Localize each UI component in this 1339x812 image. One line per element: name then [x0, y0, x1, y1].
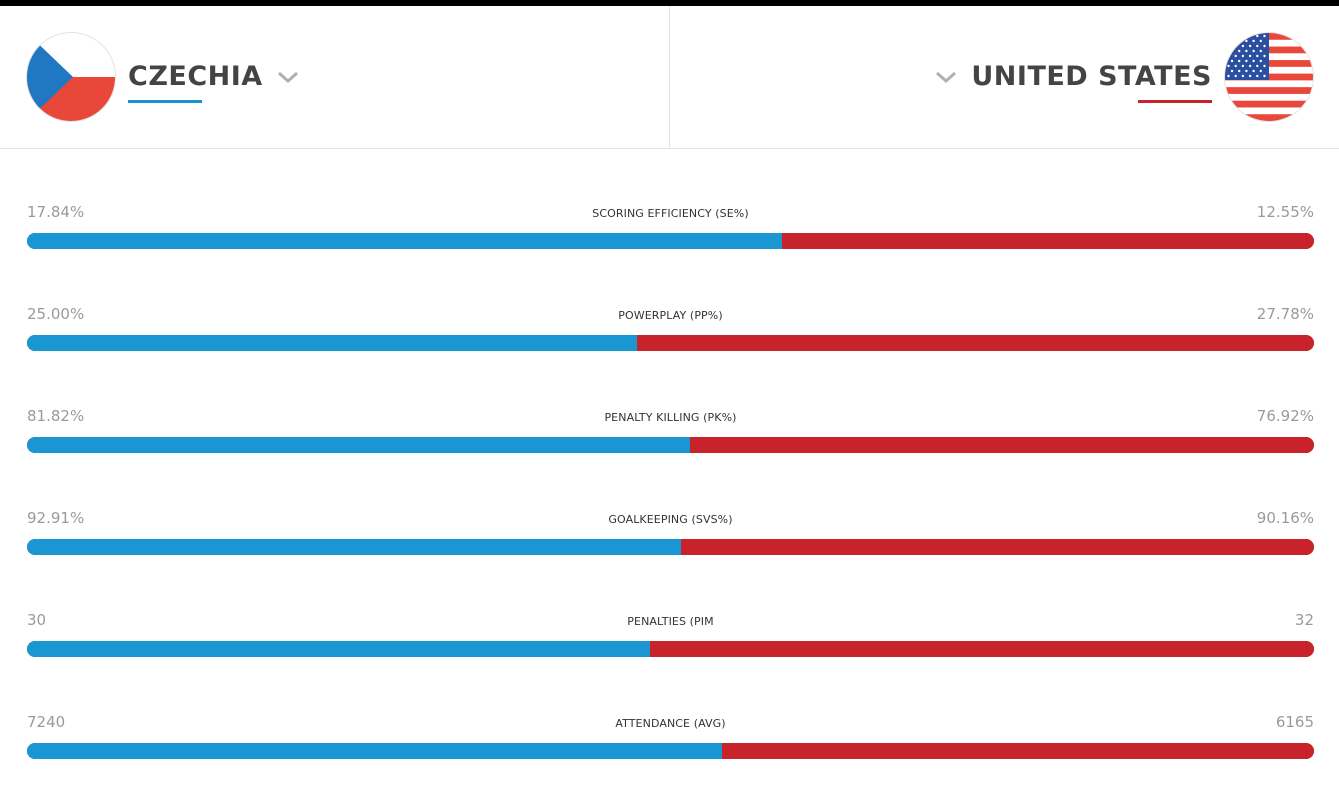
stat-header: 92.91% GOALKEEPING (SVS%) 90.16%	[27, 506, 1314, 532]
stat-label: PENALTY KILLING (PK%)	[604, 411, 737, 424]
left-team-name-wrap: CZECHIA	[128, 60, 263, 103]
left-team-selector[interactable]: CZECHIA	[27, 6, 299, 148]
stat-header: 30 PENALTIES (PIM 32	[27, 608, 1314, 634]
right-value: 12.55%	[1256, 203, 1314, 221]
chevron-down-icon[interactable]	[277, 70, 299, 84]
comparison-bar	[27, 335, 1314, 351]
right-bar-segment	[649, 641, 1314, 657]
team-header: CZECHIA UNITED STATES	[0, 6, 1339, 149]
stat-header: 7240 ATTENDANCE (AVG) 6165	[27, 710, 1314, 736]
right-bar-segment	[689, 437, 1314, 453]
right-team-name: UNITED STATES	[971, 61, 1212, 92]
stat-row-attendance: 7240 ATTENDANCE (AVG) 6165	[27, 710, 1314, 812]
stat-label: ATTENDANCE (AVG)	[615, 717, 726, 730]
right-bar-segment	[782, 233, 1314, 249]
right-value: 6165	[1275, 713, 1314, 731]
left-value: 81.82%	[27, 407, 85, 425]
right-value: 27.78%	[1256, 305, 1314, 323]
stat-row-goalkeeping: 92.91% GOALKEEPING (SVS%) 90.16%	[27, 506, 1314, 608]
left-team-name: CZECHIA	[128, 61, 263, 92]
stat-row-powerplay: 25.00% POWERPLAY (PP%) 27.78%	[27, 302, 1314, 404]
chevron-down-icon[interactable]	[935, 70, 957, 84]
stat-label: POWERPLAY (PP%)	[618, 309, 723, 322]
stat-row-penalty-killing: 81.82% PENALTY KILLING (PK%) 76.92%	[27, 404, 1314, 506]
right-team-selector[interactable]: UNITED STATES	[935, 6, 1313, 148]
comparison-bar	[27, 233, 1314, 249]
stat-label: GOALKEEPING (SVS%)	[608, 513, 733, 526]
stat-row-penalties: 30 PENALTIES (PIM 32	[27, 608, 1314, 710]
right-bar-segment	[721, 743, 1314, 759]
left-value: 92.91%	[27, 509, 85, 527]
stat-row-scoring-efficiency: 17.84% SCORING EFFICIENCY (SE%) 12.55%	[27, 200, 1314, 302]
top-strip	[0, 0, 1339, 6]
right-value: 90.16%	[1256, 509, 1314, 527]
comparison-bar	[27, 539, 1314, 555]
left-bar-segment	[27, 437, 690, 453]
right-team-underline	[1138, 100, 1212, 103]
stat-header: 25.00% POWERPLAY (PP%) 27.78%	[27, 302, 1314, 328]
stats-comparison: 17.84% SCORING EFFICIENCY (SE%) 12.55% 2…	[27, 200, 1314, 812]
left-value: 30	[27, 611, 47, 629]
left-team-underline	[128, 100, 202, 103]
left-bar-segment	[27, 743, 722, 759]
stat-header: 17.84% SCORING EFFICIENCY (SE%) 12.55%	[27, 200, 1314, 226]
us-flag-icon	[1225, 33, 1313, 121]
czech-flag-icon	[27, 33, 115, 121]
stat-header: 81.82% PENALTY KILLING (PK%) 76.92%	[27, 404, 1314, 430]
left-bar-segment	[27, 539, 681, 555]
right-bar-segment	[680, 539, 1314, 555]
left-bar-segment	[27, 233, 783, 249]
comparison-bar	[27, 641, 1314, 657]
left-value: 25.00%	[27, 305, 85, 323]
left-bar-segment	[27, 335, 638, 351]
right-bar-segment	[637, 335, 1314, 351]
header-divider	[669, 6, 670, 148]
right-team-name-wrap: UNITED STATES	[971, 60, 1212, 103]
stat-label: PENALTIES (PIM	[627, 615, 714, 628]
comparison-bar	[27, 743, 1314, 759]
left-bar-segment	[27, 641, 650, 657]
right-value: 76.92%	[1256, 407, 1314, 425]
left-value: 17.84%	[27, 203, 85, 221]
stat-label: SCORING EFFICIENCY (SE%)	[592, 207, 749, 220]
comparison-bar	[27, 437, 1314, 453]
right-value: 32	[1294, 611, 1314, 629]
left-value: 7240	[27, 713, 66, 731]
